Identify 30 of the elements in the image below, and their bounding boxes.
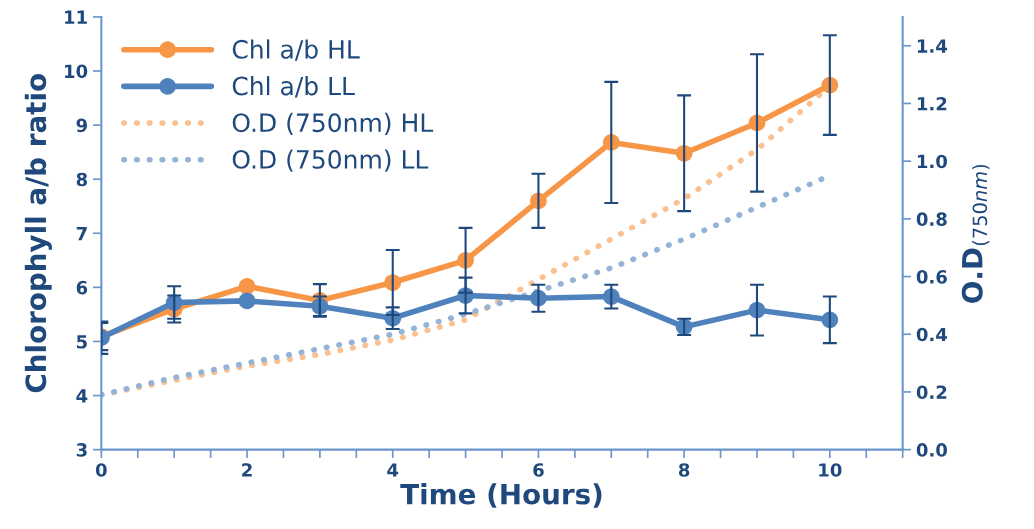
legend-label: Chl a/b HL — [232, 39, 360, 61]
y-tick-label: 8 — [76, 172, 88, 187]
y2-axis-title: O.D$_{(750nm)}$ — [961, 164, 990, 303]
y-tick-label: 4 — [76, 389, 88, 403]
x-axis-title: Time (Hours) — [400, 483, 602, 508]
y-tick-label: 5 — [76, 335, 87, 349]
y-tick-label: 3 — [76, 443, 87, 457]
x-tick-label: 2 — [242, 463, 252, 477]
legend-label: O.D (750nm) HL — [232, 112, 434, 136]
y-tick-label: 6 — [76, 280, 88, 295]
y-tick-label: 10 — [65, 64, 88, 79]
x-tick-label: 6 — [533, 463, 544, 477]
x-tick-label: 8 — [678, 463, 690, 477]
y-axis-title: Chlorophyll a/b ratio — [24, 74, 52, 393]
y-tick-label: 11 — [65, 10, 87, 24]
y2-tick-label: 0.0 — [916, 443, 947, 457]
legend-label: Chl a/b LL — [232, 76, 355, 98]
y2-tick-label: 0.6 — [916, 270, 947, 284]
y2-tick-label: 0.2 — [916, 385, 947, 400]
x-tick-label: 10 — [819, 463, 842, 477]
y2-tick-label: 1.0 — [917, 154, 947, 169]
x-tick-label: 4 — [387, 463, 399, 477]
y2-tick-label: 0.8 — [916, 212, 947, 226]
y2-tick-label: 1.4 — [917, 39, 948, 53]
y-tick-label: 9 — [76, 118, 87, 133]
y2-tick-label: 0.4 — [916, 327, 948, 342]
x-tick-label: 0 — [95, 463, 107, 477]
legend-label: O.D (750nm) LL — [232, 149, 429, 172]
y2-tick-label: 1.2 — [917, 96, 947, 111]
y-tick-label: 7 — [76, 226, 87, 241]
